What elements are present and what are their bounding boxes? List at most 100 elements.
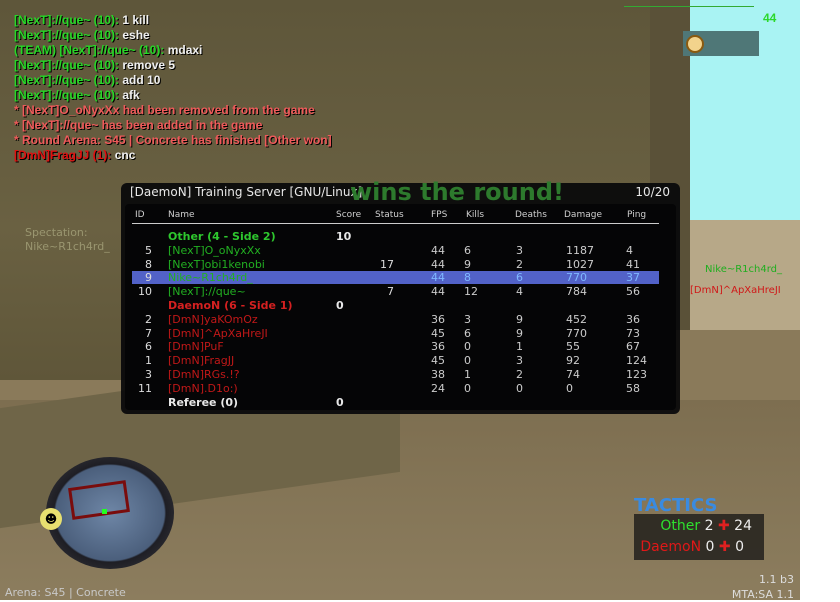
table-row[interactable]: 5 [NexT]O_oNyxXx 44 6 3 1187 4 [132, 244, 659, 257]
cell-damage: 1027 [566, 257, 594, 271]
health-bar-lines [624, 6, 754, 8]
cell-fps: 45 [431, 354, 445, 368]
cell-name: Nike~R1ch4rd_ [168, 271, 253, 285]
cell-kills: 0 [464, 381, 471, 395]
smiley-icon: ☻ [40, 508, 62, 530]
table-row[interactable]: 2 [DmN]yaKOmOz 36 3 9 452 36 [132, 313, 659, 326]
col-name[interactable]: Name [168, 210, 195, 220]
cell-kills: 8 [464, 271, 471, 285]
table-header: ID Name Score Status FPS Kills Deaths Da… [132, 209, 659, 224]
cell-id: 10 [138, 285, 152, 299]
cell-damage: 452 [566, 312, 587, 326]
col-fps[interactable]: FPS [431, 210, 448, 220]
team-header-row: Referee (0) 0 [132, 396, 659, 409]
cell-damage: 0 [566, 381, 573, 395]
cell-deaths: 6 [516, 271, 523, 285]
cell-kills: 0 [464, 354, 471, 368]
mta-version: MTA:SA 1.1 [731, 588, 794, 601]
cell-id: 7 [145, 326, 152, 340]
cell-fps: 44 [431, 243, 445, 257]
table-row[interactable]: 10 [NexT]://que~ 7 44 12 4 784 56 [132, 285, 659, 298]
cell-ping: 37 [626, 271, 640, 285]
cell-fps: 44 [431, 257, 445, 271]
chat-message: afk [122, 88, 140, 102]
tactics-logo: TACTICS [634, 495, 718, 516]
spectated-player: Nike~R1ch4rd_ [25, 240, 110, 253]
version-info: 1.1 b3 MTA:SA 1.1 [732, 572, 794, 602]
scoreboard-table: ID Name Score Status FPS Kills Deaths Da… [125, 204, 676, 410]
radar-minimap [46, 457, 174, 569]
team-health: 24 [734, 518, 752, 534]
chat-message: * [NexT]://que~ has been added in the ga… [14, 118, 263, 132]
cell-damage: 1187 [566, 243, 594, 257]
cell-ping: 56 [626, 285, 640, 299]
health-cross-icon: ✚ [718, 539, 731, 555]
cell-name: [DmN]RGs.!? [168, 368, 240, 381]
chat-line: [NexT]://que~ (10): remove 5 [14, 58, 332, 73]
team-score-panel: Other 2 ✚ 24 DaemoN 0 ✚ 0 [634, 514, 764, 560]
chat-line: [NexT]://que~ (10): 1 kill [14, 13, 332, 28]
chat-line: * [NexT]O_oNyxXx had been removed from t… [14, 103, 332, 118]
cell-status: 7 [387, 285, 394, 299]
chat-line: * [NexT]://que~ has been added in the ga… [14, 118, 332, 133]
cell-damage: 784 [566, 285, 587, 299]
col-kills[interactable]: Kills [466, 210, 485, 220]
table-row[interactable]: 8 [NexT]obi1kenobi 17 44 9 2 1027 41 [132, 258, 659, 271]
round-winner-text: wins the round! [350, 178, 564, 206]
chat-line: [NexT]://que~ (10): afk [14, 88, 332, 103]
cell-name: DaemoN (6 - Side 1) [168, 299, 293, 312]
chat-line: (TEAM) [NexT]://que~ (10): mdaxi [14, 43, 332, 58]
team-name: DaemoN [640, 539, 702, 555]
table-row[interactable]: 7 [DmN]^ApXaHreJI 45 6 9 770 73 [132, 327, 659, 340]
cell-fps: 36 [431, 340, 445, 354]
hud-top-number: 44 [763, 11, 777, 25]
cell-name: [NexT]O_oNyxXx [168, 243, 261, 257]
col-score[interactable]: Score [336, 210, 362, 220]
cell-ping: 124 [626, 354, 647, 368]
chat-sender: [NexT]://que~ (10): [14, 28, 120, 42]
cell-deaths: 9 [516, 312, 523, 326]
table-row[interactable]: 3 [DmN]RGs.!? 38 1 2 74 123 [132, 368, 659, 381]
team-name: Other [660, 518, 701, 534]
chat-sender: [NexT]://que~ (10): [14, 13, 120, 27]
cell-id: 5 [145, 243, 152, 257]
col-ping[interactable]: Ping [627, 210, 647, 220]
team-health: 0 [735, 539, 744, 555]
chat-sender: [DmN]FragJJ (1): [14, 148, 112, 162]
chat-message: 1 kill [122, 13, 150, 27]
team-score-other: Other 2 ✚ 24 [660, 518, 752, 534]
chat-message: eshe [122, 28, 150, 42]
team-score-daemon: DaemoN 0 ✚ 0 [640, 539, 744, 555]
cell-fps: 44 [431, 271, 445, 285]
col-damage[interactable]: Damage [564, 210, 602, 220]
chat-message: remove 5 [122, 58, 176, 72]
col-status[interactable]: Status [375, 210, 404, 220]
col-id[interactable]: ID [135, 210, 145, 220]
cell-damage: 770 [566, 326, 587, 340]
cell-damage: 770 [566, 271, 587, 285]
team-header-row: Other (4 - Side 2) 10 [132, 230, 659, 243]
nametag-ally: Nike~R1ch4rd_ [705, 264, 783, 275]
cell-id: 1 [145, 354, 152, 368]
chat-line: * Round Arena: S45 | Concrete has finish… [14, 133, 332, 148]
table-row[interactable]: 9 Nike~R1ch4rd_ 44 8 6 770 37 [132, 271, 659, 285]
cell-name: [DmN]yaKOmOz [168, 312, 258, 326]
cell-kills: 6 [464, 326, 471, 340]
cell-deaths: 0 [516, 381, 523, 395]
col-deaths[interactable]: Deaths [515, 210, 547, 220]
chat-box: [NexT]://que~ (10): 1 kill [NexT]://que~ … [14, 13, 332, 163]
cell-damage: 55 [566, 340, 580, 354]
cell-id: 11 [138, 381, 152, 395]
player-blip-icon [102, 509, 107, 514]
stopwatch-icon [686, 35, 704, 53]
cell-id: 9 [145, 271, 152, 285]
team-score: 0 [705, 539, 715, 555]
table-row[interactable]: 11 [DmN].D1o:) 24 0 0 0 58 [132, 382, 659, 395]
chat-line: [DmN]FragJJ (1): cnc [14, 148, 332, 163]
cell-name: [DmN]FragJJ [168, 354, 235, 368]
table-row[interactable]: 6 [DmN]PuF 36 0 1 55 67 [132, 340, 659, 353]
cell-ping: 58 [626, 381, 640, 395]
cell-ping: 73 [626, 326, 640, 340]
table-row[interactable]: 1 [DmN]FragJJ 45 0 3 92 124 [132, 354, 659, 367]
cell-ping: 67 [626, 340, 640, 354]
